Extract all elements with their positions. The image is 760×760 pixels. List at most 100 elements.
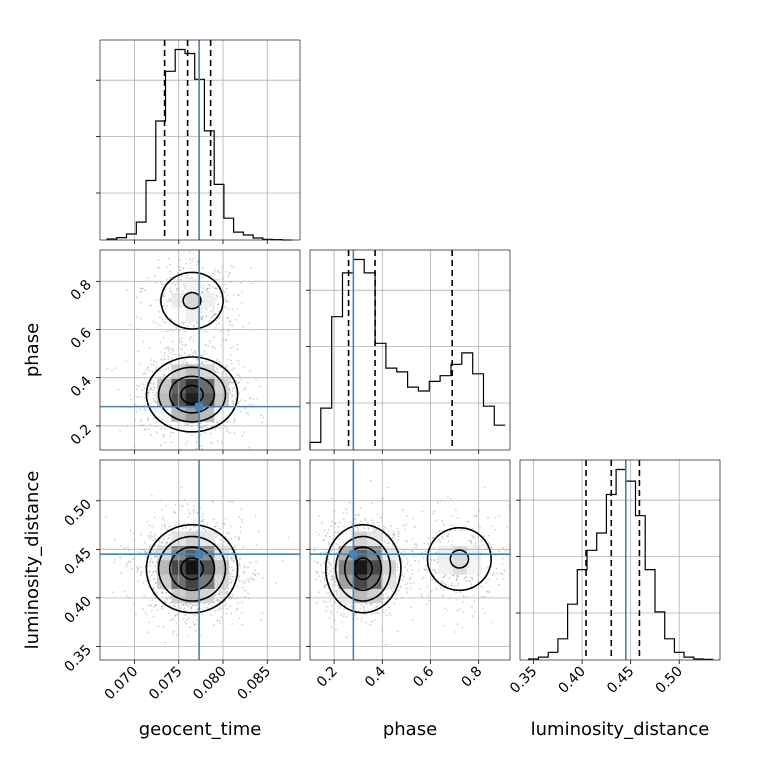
scatter-point bbox=[144, 551, 146, 553]
scatter-point bbox=[224, 592, 227, 595]
scatter-point bbox=[417, 560, 420, 563]
scatter-point bbox=[154, 582, 157, 585]
scatter-point bbox=[148, 570, 151, 573]
scatter-point bbox=[163, 373, 165, 376]
scatter-point bbox=[139, 362, 142, 365]
scatter-point bbox=[200, 434, 202, 436]
scatter-point bbox=[215, 294, 218, 296]
scatter-point bbox=[152, 320, 155, 323]
scatter-point bbox=[215, 422, 218, 424]
scatter-point bbox=[149, 423, 152, 425]
density-cell bbox=[367, 588, 382, 604]
scatter-point bbox=[157, 266, 160, 269]
scatter-point bbox=[216, 600, 219, 603]
scatter-point bbox=[225, 603, 227, 606]
scatter-point bbox=[160, 281, 162, 284]
scatter-point bbox=[161, 434, 164, 436]
scatter-point bbox=[414, 559, 416, 562]
scatter-point bbox=[337, 574, 339, 577]
scatter-point bbox=[383, 611, 385, 614]
scatter-point bbox=[172, 282, 175, 284]
scatter-point bbox=[471, 578, 474, 581]
scatter-point bbox=[209, 342, 211, 344]
scatter-point bbox=[147, 631, 150, 633]
scatter-point bbox=[409, 564, 412, 567]
scatter-point bbox=[354, 514, 357, 517]
scatter-point bbox=[168, 612, 171, 615]
scatter-point bbox=[328, 542, 330, 545]
scatter-point bbox=[331, 575, 333, 578]
scatter-point bbox=[473, 600, 476, 603]
scatter-point bbox=[498, 583, 500, 586]
scatter-point bbox=[214, 287, 216, 289]
scatter-point bbox=[224, 298, 227, 300]
scatter-point bbox=[463, 577, 466, 580]
scatter-point bbox=[385, 592, 388, 595]
scatter-point bbox=[456, 578, 458, 580]
scatter-point bbox=[330, 610, 332, 613]
scatter-point bbox=[227, 273, 230, 276]
scatter-point bbox=[183, 422, 186, 425]
scatter-point bbox=[501, 562, 504, 565]
scatter-point bbox=[182, 604, 185, 607]
scatter-point bbox=[259, 385, 261, 388]
scatter-point bbox=[224, 591, 227, 593]
scatter-point bbox=[215, 320, 218, 322]
scatter-point bbox=[186, 276, 188, 279]
scatter-point bbox=[194, 604, 197, 607]
scatter-point bbox=[336, 571, 339, 574]
scatter-point bbox=[437, 501, 439, 504]
scatter-point bbox=[316, 572, 319, 575]
scatter-point bbox=[154, 551, 156, 554]
scatter-point bbox=[164, 641, 167, 644]
density-cell bbox=[352, 560, 368, 575]
scatter-point bbox=[223, 605, 226, 607]
scatter-point bbox=[470, 606, 473, 609]
scatter-point bbox=[158, 310, 161, 313]
scatter-point bbox=[185, 526, 187, 529]
scatter-point bbox=[176, 287, 179, 290]
scatter-point bbox=[238, 537, 240, 540]
scatter-point bbox=[450, 524, 453, 526]
scatter-point bbox=[226, 592, 229, 594]
scatter-point bbox=[193, 509, 195, 511]
scatter-point bbox=[215, 536, 218, 539]
scatter-point bbox=[138, 565, 141, 568]
scatter-point bbox=[149, 383, 151, 385]
scatter-point bbox=[440, 580, 443, 583]
scatter-point bbox=[386, 542, 389, 544]
scatter-point bbox=[241, 623, 244, 626]
scatter-point bbox=[185, 622, 188, 625]
density-cell bbox=[381, 560, 396, 575]
scatter-point bbox=[182, 603, 184, 606]
scatter-point bbox=[219, 589, 222, 592]
scatter-point bbox=[164, 347, 166, 350]
scatter-point bbox=[238, 381, 241, 383]
scatter-point bbox=[228, 501, 231, 503]
scatter-point bbox=[382, 528, 385, 531]
scatter-point bbox=[240, 302, 243, 304]
scatter-point bbox=[172, 431, 175, 434]
scatter-point bbox=[363, 609, 366, 611]
scatter-point bbox=[144, 428, 146, 431]
scatter-point bbox=[134, 404, 137, 406]
scatter-point bbox=[192, 324, 195, 327]
scatter-point bbox=[411, 568, 414, 571]
scatter-point bbox=[153, 606, 156, 608]
scatter-point bbox=[153, 516, 156, 519]
scatter-point bbox=[145, 369, 148, 371]
scatter-point bbox=[150, 557, 153, 560]
scatter-point bbox=[403, 575, 405, 578]
scatter-point bbox=[382, 498, 385, 500]
scatter-point bbox=[202, 353, 205, 356]
x-tick-label: 0.085 bbox=[234, 664, 274, 704]
scatter-point bbox=[153, 578, 156, 580]
scatter-point bbox=[388, 606, 390, 609]
scatter-point bbox=[233, 546, 236, 549]
scatter-point bbox=[241, 586, 244, 589]
scatter-point bbox=[166, 346, 168, 349]
scatter-point bbox=[239, 531, 242, 533]
scatter-point bbox=[226, 421, 229, 424]
scatter-point bbox=[473, 610, 476, 613]
scatter-point bbox=[448, 540, 450, 542]
